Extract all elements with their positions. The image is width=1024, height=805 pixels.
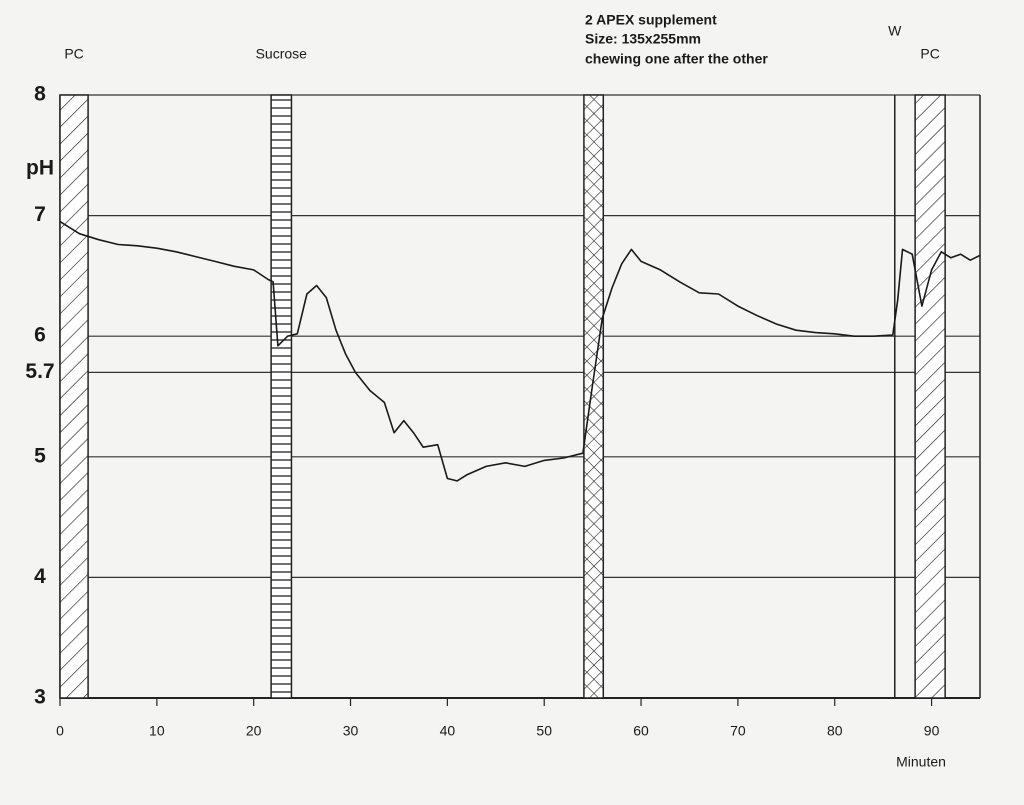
y-tick-label: 5 — [34, 444, 46, 467]
band — [270, 94, 293, 699]
y-axis-label: pH — [26, 157, 54, 180]
annotation: 2 APEX supplement — [585, 12, 717, 28]
x-tick-label: 30 — [343, 723, 359, 739]
y-tick-label: 6 — [34, 324, 46, 347]
x-tick-label: 70 — [730, 723, 746, 739]
band — [914, 94, 946, 699]
annotation: chewing one after the other — [585, 51, 768, 67]
x-tick-label: 60 — [633, 723, 649, 739]
event-label: W — [888, 23, 902, 39]
ph-line — [59, 220, 981, 482]
x-tick-label: 10 — [149, 723, 165, 739]
band-label: PC — [920, 46, 939, 62]
band-label: PC — [64, 46, 83, 62]
x-axis-label: Minuten — [896, 754, 946, 770]
x-tick-label: 40 — [440, 723, 456, 739]
x-tick-label: 80 — [827, 723, 843, 739]
y-tick-label: 4 — [34, 565, 46, 588]
x-tick-label: 20 — [246, 723, 262, 739]
band — [583, 94, 605, 699]
band-label: Sucrose — [256, 46, 308, 62]
y-tick-label: 5.7 — [25, 360, 54, 383]
y-tick-label: 8 — [34, 83, 46, 106]
band — [59, 94, 89, 699]
annotation: Size: 135x255mm — [585, 31, 701, 47]
x-tick-label: 50 — [536, 723, 552, 739]
x-tick-label: 0 — [56, 723, 64, 739]
y-tick-label: 3 — [34, 686, 46, 709]
x-tick-label: 90 — [924, 723, 940, 739]
y-tick-label: 7 — [34, 203, 46, 226]
